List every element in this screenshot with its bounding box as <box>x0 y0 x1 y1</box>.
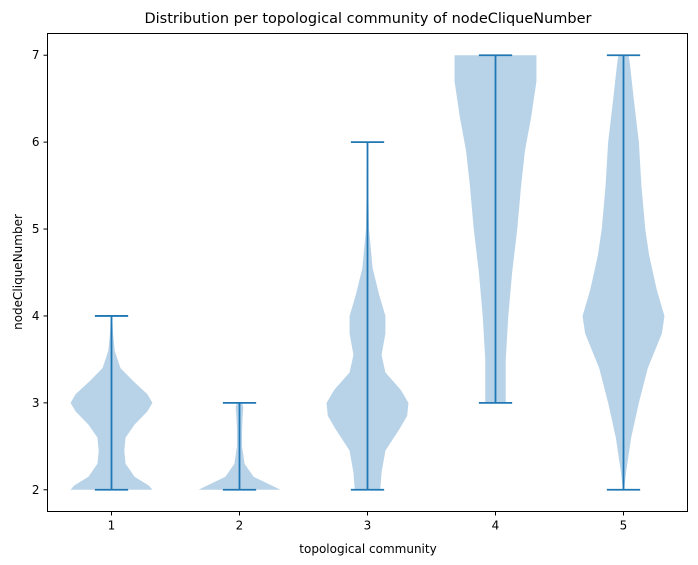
x-tick-label: 4 <box>492 519 500 533</box>
violins-layer <box>70 54 665 491</box>
y-tick-label: 5 <box>32 222 40 236</box>
x-tick-label: 3 <box>364 519 372 533</box>
x-axis-label: topological community <box>299 542 436 556</box>
violin-1 <box>70 315 153 491</box>
violin-3 <box>326 141 409 491</box>
y-axis: 2 3 4 5 6 7 <box>32 48 48 497</box>
violin-5 <box>582 54 665 491</box>
x-axis: 1 2 3 4 5 <box>108 511 628 533</box>
y-tick-label: 6 <box>32 135 40 149</box>
x-tick-label: 1 <box>108 519 116 533</box>
y-tick-label: 2 <box>32 483 40 497</box>
y-tick-label: 4 <box>32 309 40 323</box>
y-tick-label: 7 <box>32 48 40 62</box>
x-tick-label: 5 <box>620 519 628 533</box>
chart-title: Distribution per topological community o… <box>144 11 591 27</box>
y-axis-label: nodeCliqueNumber <box>11 214 25 330</box>
x-tick-label: 2 <box>236 519 244 533</box>
y-tick-label: 3 <box>32 396 40 410</box>
violin-2 <box>198 401 281 491</box>
violin-4 <box>454 54 537 404</box>
